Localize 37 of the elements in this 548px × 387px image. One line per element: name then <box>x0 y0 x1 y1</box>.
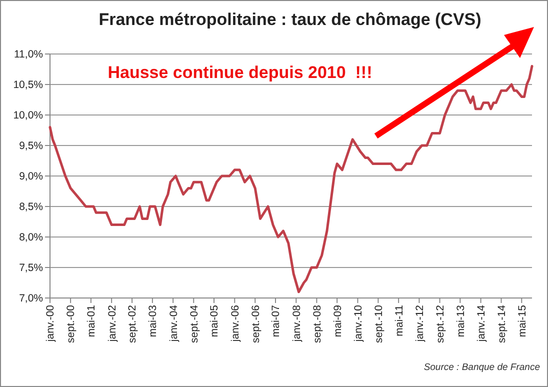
y-tick-label: 10,0% <box>13 110 43 122</box>
x-tick-label: janv.-10 <box>352 304 364 343</box>
x-tick-label: mai-11 <box>393 304 406 336</box>
x-tick-label: mai-05 <box>208 304 221 338</box>
x-tick-label: sept.-00 <box>65 304 78 343</box>
x-tick-label: sept.-14 <box>496 304 508 343</box>
x-tick-label: janv.-12 <box>414 304 426 343</box>
x-tick-label: janv.-02 <box>106 304 118 343</box>
y-tick-label: 9,0% <box>19 170 43 183</box>
x-tick-label: mai-07 <box>270 304 282 338</box>
x-tick-label: mai-03 <box>147 304 160 338</box>
x-tick-label: sept.-10 <box>372 304 385 343</box>
y-tick-label: 8,0% <box>19 232 43 244</box>
x-tick-label: sept.-08 <box>311 304 324 343</box>
x-tick-label: janv.-00 <box>44 304 57 343</box>
x-tick-label: mai-15 <box>516 304 528 338</box>
y-tick-label: 10,5% <box>13 79 43 92</box>
source-note: Source : Banque de France <box>424 362 540 373</box>
x-tick-label: mai-13 <box>454 304 467 338</box>
annotation: Hausse continue depuis 2010 !!! <box>108 63 372 82</box>
x-tick-label: janv.-04 <box>168 304 180 343</box>
x-tick-label: janv.-06 <box>229 304 242 343</box>
x-tick-label: sept.-12 <box>434 304 446 343</box>
x-tick-label: mai-09 <box>332 304 344 338</box>
y-tick-label: 8,5% <box>19 201 43 214</box>
x-tick-label: sept.-02 <box>126 304 139 343</box>
y-tick-label: 11,0% <box>14 48 43 61</box>
line-series <box>48 64 534 294</box>
y-tick-label: 7,0% <box>19 292 43 305</box>
x-tick-label: sept.-06 <box>250 304 262 343</box>
x-tick-label: janv.-08 <box>290 304 303 343</box>
x-tick-label: mai-01 <box>86 304 98 338</box>
chart-title: France métropolitaine : taux de chômage (CVS) <box>98 10 482 29</box>
y-tick-label: 7,5% <box>19 262 43 274</box>
x-tick-label: janv.-14 <box>475 304 488 343</box>
y-tick-label: 9,5% <box>19 140 43 152</box>
x-tick-label: sept.-04 <box>188 304 200 343</box>
